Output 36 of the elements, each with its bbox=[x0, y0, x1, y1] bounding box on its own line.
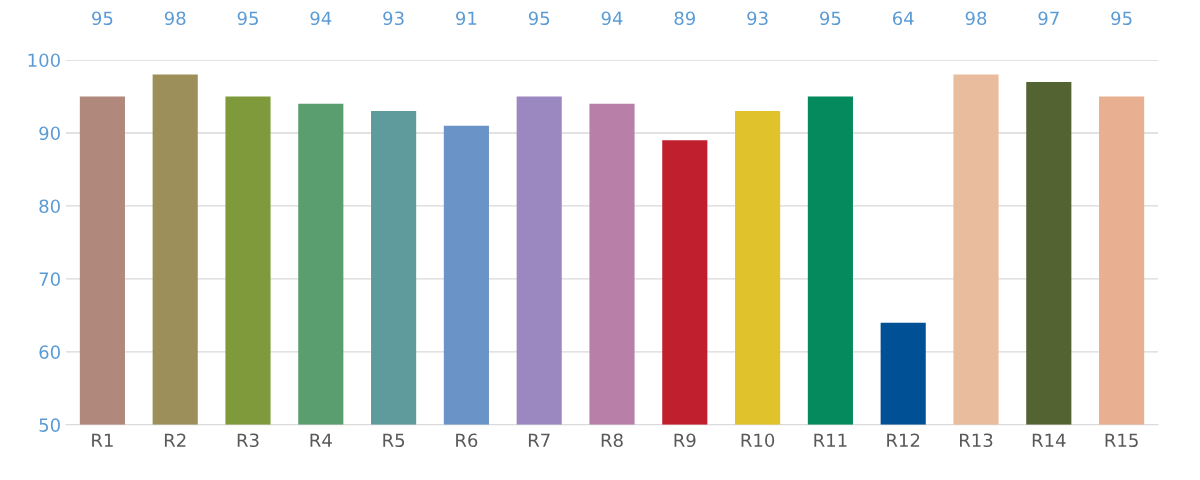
y-tick-label: 100 bbox=[28, 53, 60, 68]
data-label: 98 bbox=[164, 11, 186, 26]
y-tick-label: 60 bbox=[39, 345, 60, 359]
x-tick-label: R2 bbox=[164, 433, 186, 447]
x-tick-label: R11 bbox=[814, 433, 847, 447]
y-tick-label: 80 bbox=[39, 199, 60, 214]
data-label: 89 bbox=[674, 11, 696, 26]
data-label: 93 bbox=[747, 11, 768, 26]
data-label: 94 bbox=[601, 11, 623, 26]
x-tick-label: R15 bbox=[1105, 433, 1138, 448]
x-tick-label: R14 bbox=[1032, 433, 1066, 447]
x-tick-label: R7 bbox=[528, 433, 550, 447]
x-tick-label: R3 bbox=[237, 433, 259, 448]
y-tick-label: 50 bbox=[39, 418, 60, 432]
data-label: 91 bbox=[456, 11, 477, 26]
x-tick-label: R6 bbox=[456, 433, 478, 448]
data-label: 95 bbox=[92, 11, 113, 26]
x-tick-label: R13 bbox=[960, 433, 993, 448]
data-label: 98 bbox=[965, 11, 987, 26]
data-label: 95 bbox=[528, 11, 550, 26]
x-tick-label: R9 bbox=[674, 433, 696, 448]
x-tick-label: R5 bbox=[383, 433, 405, 448]
x-tick-label: R8 bbox=[601, 433, 623, 448]
data-label: 64 bbox=[892, 11, 914, 26]
y-tick-label: 90 bbox=[39, 126, 60, 141]
x-tick-label: R1 bbox=[92, 433, 113, 447]
data-label: 95 bbox=[820, 11, 841, 26]
x-tick-label: R10 bbox=[741, 433, 775, 448]
y-tick-label: 70 bbox=[39, 272, 60, 286]
data-label: 97 bbox=[1038, 11, 1059, 26]
x-tick-label: R12 bbox=[887, 433, 920, 447]
x-tick-label: R4 bbox=[310, 433, 332, 447]
data-label: 93 bbox=[383, 11, 404, 26]
data-label: 95 bbox=[237, 11, 258, 26]
data-label: 94 bbox=[310, 11, 332, 26]
data-label: 95 bbox=[1111, 11, 1132, 26]
